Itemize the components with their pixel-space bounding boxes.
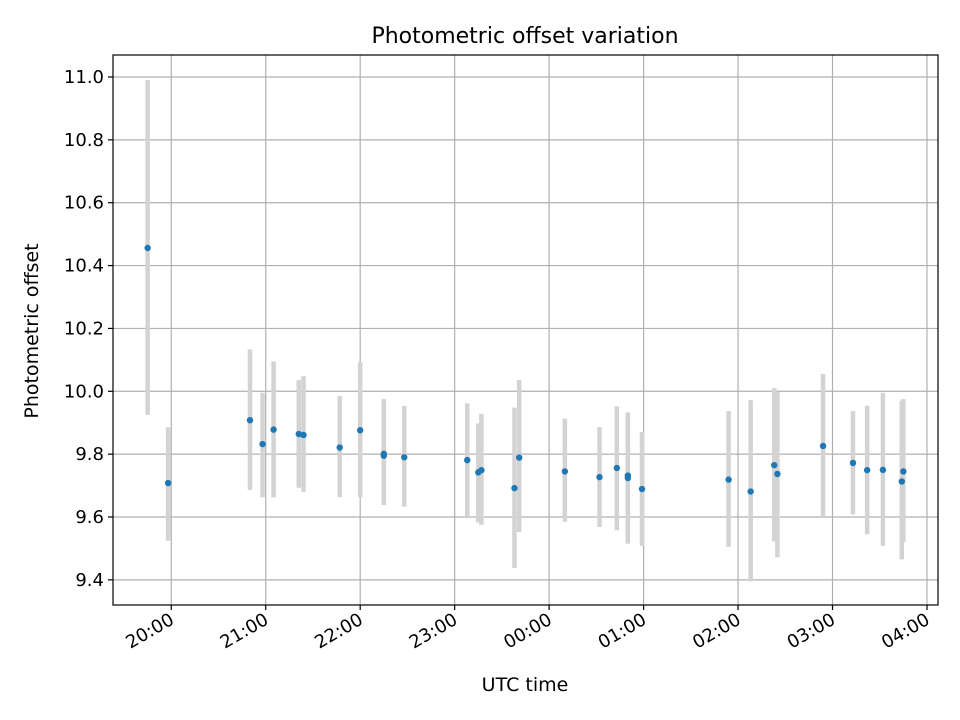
data-point — [464, 456, 471, 464]
data-point — [638, 485, 646, 493]
data-point — [561, 468, 569, 475]
data-point — [624, 474, 632, 482]
data-point — [819, 442, 827, 450]
data-point — [774, 470, 781, 478]
y-tick-label: 9.4 — [75, 570, 104, 591]
data-point — [771, 461, 778, 469]
y-axis-title: Photometric offset — [21, 243, 43, 418]
data-point — [898, 478, 905, 485]
data-point — [164, 479, 172, 487]
data-point — [863, 466, 871, 474]
data-point — [300, 431, 307, 439]
data-point — [747, 488, 754, 495]
y-tick-label: 9.8 — [75, 444, 104, 465]
data-point — [596, 473, 603, 481]
data-point — [270, 426, 277, 433]
y-tick-label: 10.6 — [64, 193, 104, 214]
y-tick-label: 11.0 — [64, 67, 104, 88]
grid-lines — [113, 55, 938, 605]
y-tick-label: 10.0 — [64, 381, 104, 402]
data-point — [879, 466, 887, 474]
plot-area — [113, 55, 938, 605]
data-point — [849, 459, 857, 467]
data-point — [380, 452, 388, 459]
data-point — [401, 454, 408, 461]
x-axis-title: UTC time — [482, 674, 569, 696]
data-point — [144, 244, 151, 252]
y-tick-label: 9.6 — [75, 507, 104, 528]
y-axis-ticks: 9.4 9.6 9.8 10.0 10.2 10.4 10.6 10.8 11.0 — [64, 67, 113, 591]
plot-frame — [112, 54, 939, 606]
data-points — [144, 244, 907, 495]
data-point — [900, 468, 907, 475]
data-point — [259, 440, 266, 448]
data-point — [356, 427, 364, 434]
y-tick-label: 10.8 — [64, 130, 104, 151]
data-point — [511, 484, 518, 492]
y-tick-label: 10.2 — [64, 318, 104, 339]
data-point — [336, 444, 343, 451]
y-tick-label: 10.4 — [64, 256, 104, 277]
data-point — [613, 464, 621, 472]
chart-title: Photometric offset variation — [371, 24, 678, 49]
data-point — [725, 476, 732, 483]
data-point — [478, 466, 485, 474]
data-point — [516, 454, 523, 461]
data-point — [246, 417, 254, 424]
